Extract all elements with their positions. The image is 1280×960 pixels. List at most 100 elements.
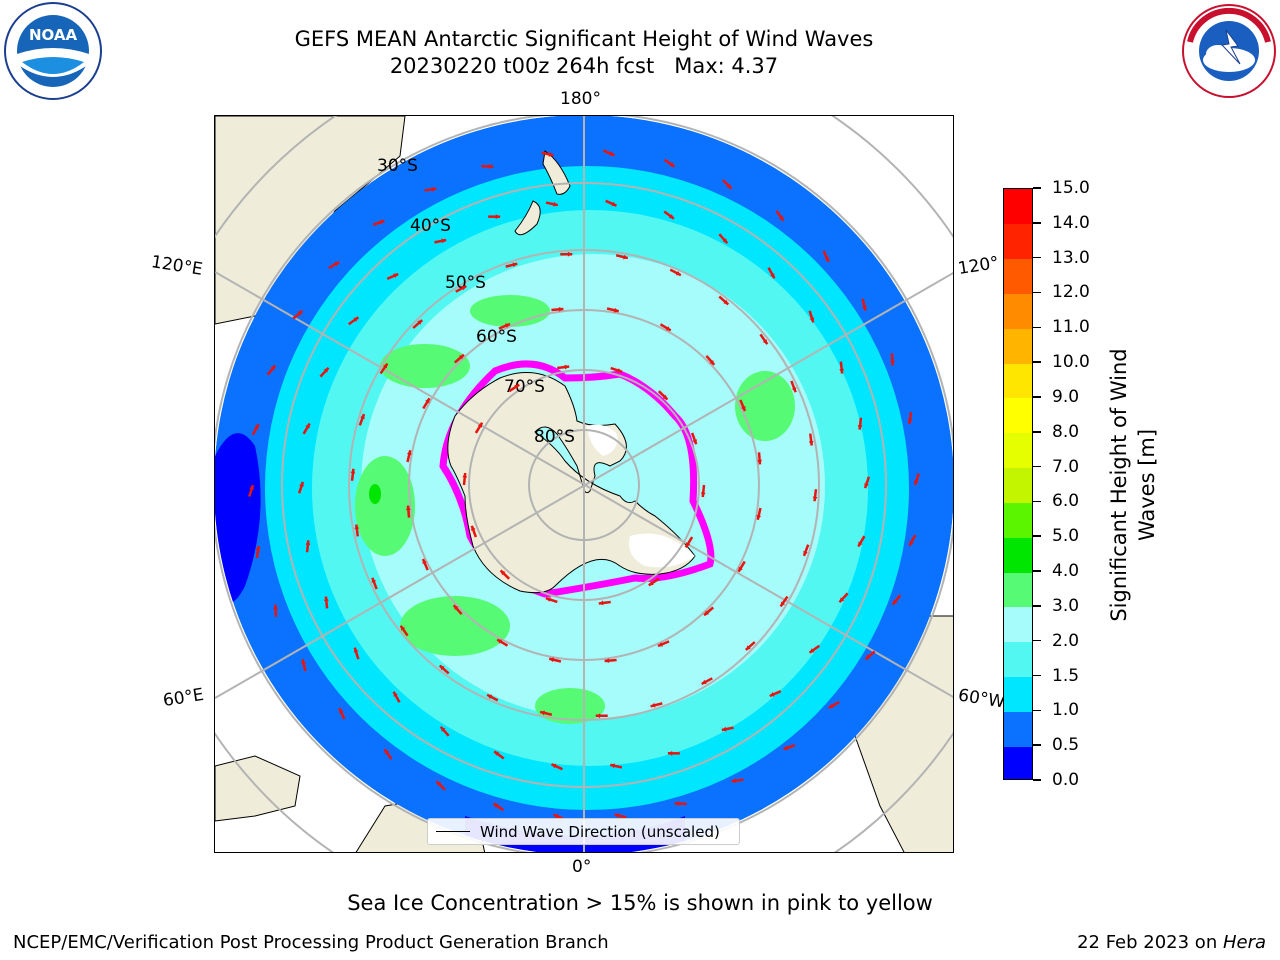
colorbar-segment: [1004, 746, 1032, 779]
wind-wave-arrowhead: [254, 424, 259, 430]
polar-map: 30°S 40°S 50°S 60°S 70°S 80°S: [214, 115, 954, 853]
wind-wave-arrowhead: [745, 645, 751, 650]
wind-wave-arrowhead: [700, 492, 706, 497]
colorbar-tick: [1033, 431, 1041, 433]
colorbar-segment: [1004, 397, 1032, 434]
footer-date-text: 22 Feb 2023 on: [1077, 932, 1223, 953]
wind-wave-arrowhead: [379, 220, 385, 225]
wind-wave-arrowhead: [721, 726, 727, 732]
weddell-ice: [629, 533, 695, 568]
wind-wave-arrowhead: [791, 387, 797, 393]
wind-wave-arrowhead: [709, 359, 715, 365]
colorbar-tick: [1033, 396, 1041, 398]
wind-wave-arrowhead: [623, 254, 628, 260]
wind-wave-arrowhead: [305, 423, 310, 429]
wind-wave-arrowhead: [334, 262, 340, 267]
colorbar-tick: [1033, 187, 1041, 189]
caption: Sea Ice Concentration > 15% is shown in …: [347, 891, 933, 915]
wind-wave-arrowhead: [249, 485, 254, 491]
wind-wave-arrowhead: [439, 665, 445, 671]
wind-wave-arrowhead: [778, 215, 784, 221]
footer-machine: Hera: [1222, 932, 1266, 953]
wind-wave-arrowhead: [393, 691, 398, 697]
colorbar-segment: [1004, 606, 1032, 643]
wind-wave-arrowhead: [803, 550, 808, 556]
wind-wave-arrowhead: [685, 542, 691, 548]
colorbar-segment: [1004, 537, 1032, 573]
wind-wave-arrowhead: [857, 425, 863, 430]
colorbar-tick: [1033, 465, 1041, 468]
wind-wave-arrowhead: [892, 599, 898, 605]
colorbar-tick-label: 10.0: [1052, 352, 1090, 373]
wind-wave-arrowhead: [726, 183, 732, 189]
wind-wave-arrowhead: [731, 778, 737, 784]
colorbar-tick-label: 14.0: [1052, 212, 1090, 233]
lon-label-lower-right: 60°W: [956, 685, 1007, 713]
wind-wave-arrowhead: [662, 394, 668, 400]
wind-wave-arrowhead: [497, 639, 503, 644]
colorbar-tick-label: 12.0: [1052, 282, 1090, 303]
wind-wave-arrowhead: [422, 559, 427, 564]
colorbar-tick: [1033, 744, 1041, 746]
colorbar-tick-label: 0.5: [1052, 735, 1080, 756]
wind-wave-arrowhead: [858, 541, 863, 547]
wind-wave-arrowhead: [909, 540, 914, 546]
wind-wave-arrowhead: [512, 262, 518, 268]
wind-wave-arrowhead: [809, 317, 815, 323]
wind-wave-arrowhead: [770, 273, 775, 279]
lon-label-top: 180°: [560, 89, 601, 109]
lat-label-60s: 60°S: [476, 327, 517, 347]
wind-wave-arrowhead: [354, 524, 360, 530]
wind-wave-arrowhead: [505, 323, 510, 328]
colorbar-title: Significant Height of Wind Waves [m]: [1094, 265, 1172, 705]
wind-wave-arrowhead: [674, 801, 680, 806]
wind-wave-arrowhead: [611, 201, 617, 207]
wind-wave-arrowhead: [551, 763, 557, 769]
colorbar-tick: [1033, 570, 1041, 572]
wind-wave-arrowhead: [723, 299, 729, 305]
colorbar-tick-label: 7.0: [1052, 456, 1080, 477]
wind-wave-arrowhead: [382, 363, 388, 369]
wind-wave-arrowhead: [493, 803, 499, 808]
wind-wave-arrowhead: [440, 726, 446, 732]
polar-map-svg: 30°S 40°S 50°S 60°S 70°S 80°S: [215, 116, 953, 852]
wind-wave-arrowhead: [353, 317, 359, 322]
wind-wave-arrowhead: [762, 339, 768, 345]
wind-wave-arrowhead: [425, 398, 430, 404]
graticule: [215, 116, 953, 852]
wind-wave-arrowhead: [549, 657, 555, 663]
wind-wave-arrowhead: [738, 566, 743, 572]
wind-wave-arrowhead: [514, 384, 520, 390]
colorbar-segment: [1004, 572, 1032, 608]
colorbar-tick-label: 5.0: [1052, 526, 1080, 547]
wind-wave-arrowhead: [609, 151, 615, 156]
colorbar-segment: [1004, 223, 1032, 260]
wind-wave-arrowhead: [488, 164, 494, 169]
wind-wave-arrowhead: [658, 642, 663, 647]
chart-title: GEFS MEAN Antarctic Significant Height o…: [294, 27, 874, 51]
wind-wave-arrowhead: [812, 496, 818, 502]
wind-wave-arrowhead: [675, 271, 681, 276]
colorbar-title-line1: Significant Height of Wind: [1107, 348, 1131, 622]
wave-band-3.0-4.0-c: [355, 456, 415, 556]
colorbar-tick-label: 1.0: [1052, 700, 1080, 721]
wind-wave-arrowhead: [453, 605, 459, 611]
wind-wave-arrowhead: [914, 479, 919, 485]
colorbar-tick-label: 11.0: [1052, 317, 1090, 338]
wind-wave-arrowhead: [270, 365, 276, 371]
lat-label-30s: 30°S: [377, 156, 418, 176]
wind-wave-arrowhead: [406, 450, 412, 456]
wind-wave-arrowhead: [907, 419, 913, 425]
wind-wave-arrowhead: [299, 481, 304, 487]
colorbar-segment: [1004, 467, 1032, 503]
colorbar-tick: [1033, 709, 1041, 712]
land-new-zealand: [514, 150, 571, 236]
wind-wave-arrowhead: [864, 483, 869, 489]
colorbar-tick: [1033, 535, 1041, 537]
colorbar-tick-label: 13.0: [1052, 247, 1090, 268]
wind-wave-arrowhead: [477, 422, 483, 428]
colorbar-segment: [1004, 502, 1032, 538]
colorbar-segment: [1004, 363, 1032, 399]
colorbar-tick-label: 0.0: [1052, 770, 1080, 790]
wind-wave-arrowhead: [297, 310, 303, 316]
